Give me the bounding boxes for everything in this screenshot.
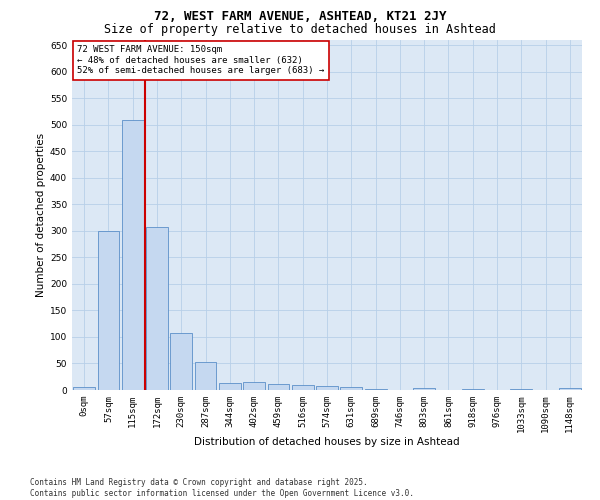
Bar <box>559 388 581 390</box>
Bar <box>243 382 265 390</box>
X-axis label: Distribution of detached houses by size in Ashtead: Distribution of detached houses by size … <box>194 436 460 446</box>
Bar <box>194 362 217 390</box>
Bar <box>219 382 241 390</box>
Bar <box>122 120 143 390</box>
Bar <box>413 388 435 390</box>
Bar <box>146 226 168 390</box>
Text: Size of property relative to detached houses in Ashtead: Size of property relative to detached ho… <box>104 22 496 36</box>
Y-axis label: Number of detached properties: Number of detached properties <box>36 133 46 297</box>
Text: Contains HM Land Registry data © Crown copyright and database right 2025.
Contai: Contains HM Land Registry data © Crown c… <box>30 478 414 498</box>
Bar <box>97 231 119 390</box>
Text: 72 WEST FARM AVENUE: 150sqm
← 48% of detached houses are smaller (632)
52% of se: 72 WEST FARM AVENUE: 150sqm ← 48% of det… <box>77 46 325 75</box>
Bar <box>292 385 314 390</box>
Bar <box>316 386 338 390</box>
Text: 72, WEST FARM AVENUE, ASHTEAD, KT21 2JY: 72, WEST FARM AVENUE, ASHTEAD, KT21 2JY <box>154 10 446 23</box>
Bar <box>73 388 95 390</box>
Bar <box>170 334 192 390</box>
Bar <box>268 384 289 390</box>
Bar <box>340 387 362 390</box>
